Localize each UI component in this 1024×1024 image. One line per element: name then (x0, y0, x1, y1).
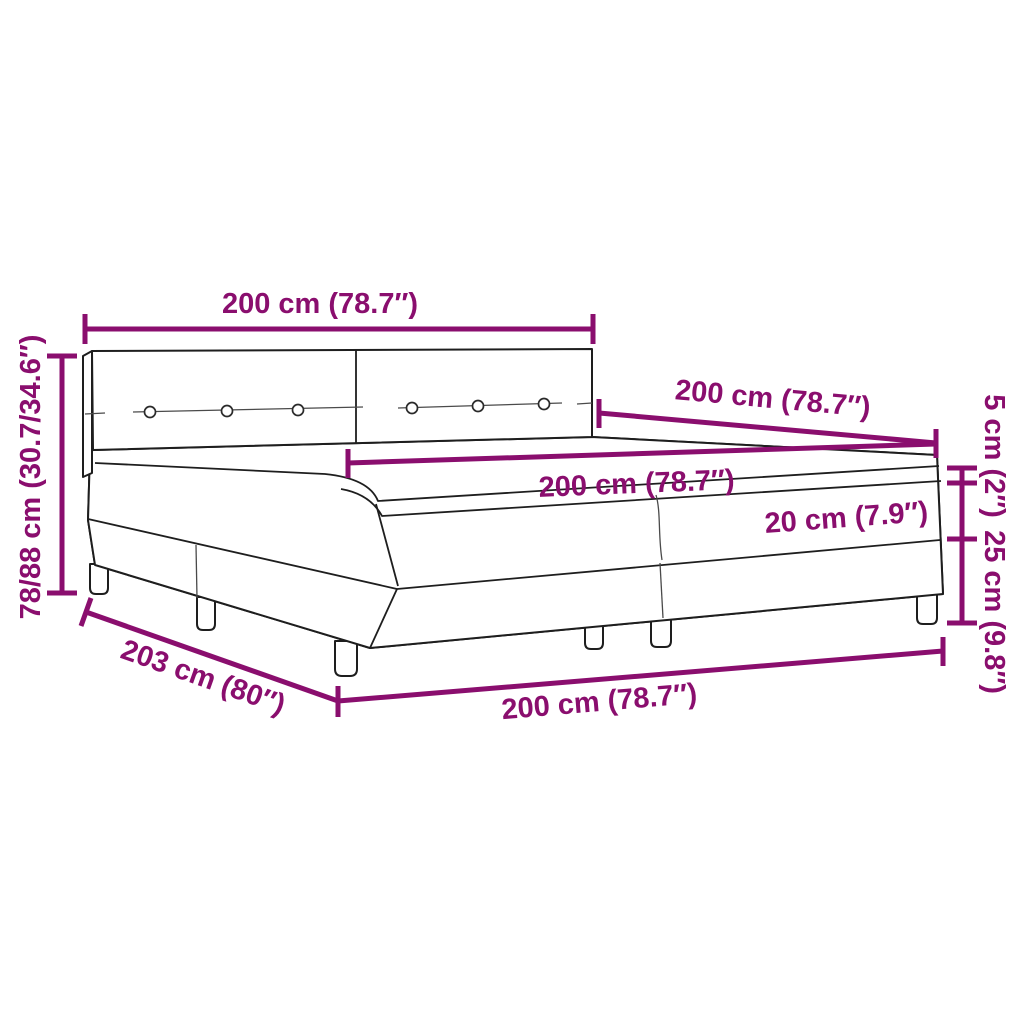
dim-right-heights: 5 cm (2″) 25 cm (9.8″) (947, 394, 1010, 694)
headboard (82, 348, 593, 478)
tuft-button-icon (291, 403, 305, 417)
headboard-front (91, 348, 593, 451)
bed-leg (334, 640, 358, 677)
tuft-line-left (132, 406, 364, 413)
mattress-corner-edge (375, 503, 399, 587)
dimension-line (337, 648, 944, 704)
dimension-line (598, 410, 937, 446)
dim-label-length-right: 200 cm (78.7″) (674, 374, 872, 424)
tuft-button-icon (537, 397, 551, 411)
box-side-seam (195, 544, 198, 599)
dimension-tick (78, 597, 94, 627)
box-seam (659, 562, 664, 619)
dimension-line (347, 441, 937, 466)
dim-total-height: 78/88 cm (30.7/34.6″) (15, 335, 77, 620)
dim-frame-width: 200 cm (78.7″) (335, 637, 946, 726)
bed-leg (916, 591, 938, 625)
tuft-stub-right (576, 402, 593, 405)
dim-label-frame-length: 203 cm (80″) (117, 634, 290, 722)
headboard-tufting (84, 397, 593, 419)
tuft-stub-left (84, 412, 106, 415)
dim-headboard-width: 200 cm (78.7″) (82, 288, 596, 344)
dim-label-total-height: 78/88 cm (30.7/34.6″) (15, 335, 47, 620)
tuft-button-icon (405, 401, 419, 415)
dim-label-mattress-width: 200 cm (78.7″) (538, 464, 735, 504)
dim-label-topper-height: 5 cm (2″) (978, 394, 1010, 518)
tuft-button-icon (471, 399, 485, 413)
box-corner-edge (369, 588, 398, 649)
tuft-button-icon (220, 404, 234, 418)
bed-illustration (82, 348, 944, 677)
dim-label-headboard-width: 200 cm (78.7″) (222, 288, 418, 320)
mattress-seam (655, 494, 663, 561)
dimension-line (85, 609, 339, 704)
dim-mattress-width: 200 cm (78.7″) (345, 441, 937, 504)
bed-leg (650, 615, 672, 648)
tuft-button-icon (143, 405, 157, 419)
dim-label-base-height: 25 cm (9.8″) (978, 530, 1010, 694)
bed-leg (89, 563, 109, 595)
topper-top-edge (94, 462, 940, 502)
topper-bottom-edge (340, 480, 942, 517)
bed-leg (196, 596, 216, 631)
